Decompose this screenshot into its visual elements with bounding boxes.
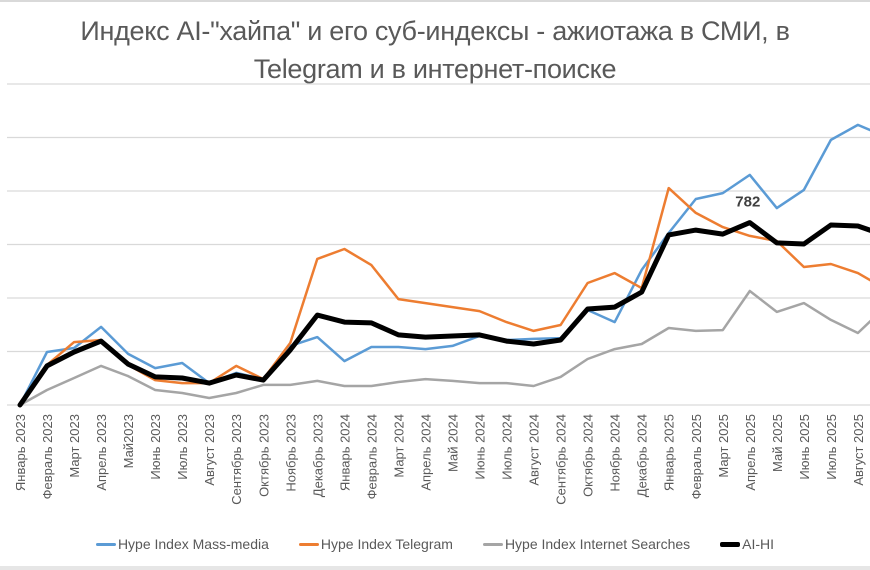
- x-axis-label: Февраль 2025: [689, 414, 704, 499]
- x-axis-label: Март 2025: [716, 414, 731, 478]
- chart-title-line-2: Telegram и в интернет-поиске: [253, 54, 617, 84]
- legend-swatch-mass-media: [95, 542, 116, 546]
- chart-legend: Hype Index Mass-media Hype Index Telegra…: [0, 536, 870, 552]
- x-axis-label: Февраль 2024: [364, 414, 379, 499]
- legend-label: Hype Index Mass-media: [117, 536, 269, 552]
- x-axis-label: Сентябрь 2023: [229, 414, 244, 505]
- bottom-border: [0, 566, 870, 570]
- x-axis-label: Июль 2025: [824, 414, 839, 480]
- x-axis-label: Май 2024: [445, 414, 460, 472]
- legend-label: Hype Index Telegram: [320, 536, 453, 552]
- x-axis-label: Январь 2024: [337, 414, 352, 491]
- x-axis-label: Июль 2024: [500, 414, 515, 480]
- x-axis-label: Апрель 2025: [743, 414, 758, 491]
- x-axis-label: Ноябрь 2024: [608, 414, 623, 492]
- x-axis-label: Май2023: [121, 414, 136, 468]
- top-border: [0, 0, 870, 2]
- x-axis-label: Апрель 2024: [418, 414, 433, 491]
- x-axis-label: Май 2025: [770, 414, 785, 472]
- x-axis-label: Апрель 2023: [94, 414, 109, 491]
- x-axis-label: Июнь 2025: [797, 414, 812, 480]
- x-axis-label: Июнь 2024: [473, 414, 488, 480]
- x-axis-label: Март 2023: [67, 414, 82, 478]
- series-line-ai-hi: [17, 220, 870, 408]
- series-line-hype-index-mass-media: [18, 123, 870, 407]
- x-axis-label: Февраль 2023: [40, 414, 55, 499]
- line-chart: 782 Январь 2023 Февраль 2023 Март 2023 Апре…: [7, 83, 870, 505]
- series-lines: [17, 123, 870, 408]
- x-axis-label: Август 2025: [851, 414, 866, 486]
- x-axis-label: Март 2024: [391, 414, 406, 478]
- x-axis-label: Сентябрь 2024: [554, 414, 569, 505]
- x-axis-label: Август 2024: [527, 414, 542, 486]
- legend-swatch-ai-hi: [720, 541, 741, 547]
- legend-swatch-internet-searches: [482, 542, 503, 546]
- legend-label: Hype Index Internet Searches: [504, 536, 691, 552]
- chart-title: Индекс AI-"хайпа" и его суб-индексы - аж…: [0, 12, 870, 88]
- x-axis-label: Январь 2025: [662, 414, 677, 491]
- legend-item-internet-searches: Hype Index Internet Searches: [482, 536, 691, 552]
- x-axis-label: Декабрь 2024: [635, 414, 650, 497]
- x-axis-label: Декабрь 2023: [310, 414, 325, 497]
- legend-item-ai-hi: AI-HI: [720, 536, 774, 552]
- legend-item-telegram: Hype Index Telegram: [298, 536, 453, 552]
- x-axis-label: Июль 2023: [175, 414, 190, 480]
- x-axis-labels: Январь 2023 Февраль 2023 Март 2023 Апрель 2…: [13, 414, 866, 505]
- gridlines: [7, 83, 870, 406]
- x-axis-label: Октябрь 2024: [581, 414, 596, 497]
- series-line-hype-index-telegram: [18, 186, 870, 407]
- x-axis-label: Июнь 2023: [148, 414, 163, 480]
- legend-swatch-telegram: [298, 542, 319, 546]
- x-axis-label: Январь 2023: [13, 414, 28, 491]
- data-label: 782: [735, 194, 760, 211]
- series-line-hype-index-internet-searches: [18, 289, 870, 407]
- x-axis-label: Август 2023: [202, 414, 217, 486]
- x-axis-label: Ноябрь 2023: [283, 414, 298, 492]
- x-axis-label: Октябрь 2023: [256, 414, 271, 497]
- legend-label: AI-HI: [742, 536, 775, 552]
- data-labels: 782: [735, 194, 760, 211]
- legend-item-mass-media: Hype Index Mass-media: [95, 536, 269, 552]
- chart-title-line-1: Индекс AI-"хайпа" и его суб-индексы - аж…: [80, 16, 790, 46]
